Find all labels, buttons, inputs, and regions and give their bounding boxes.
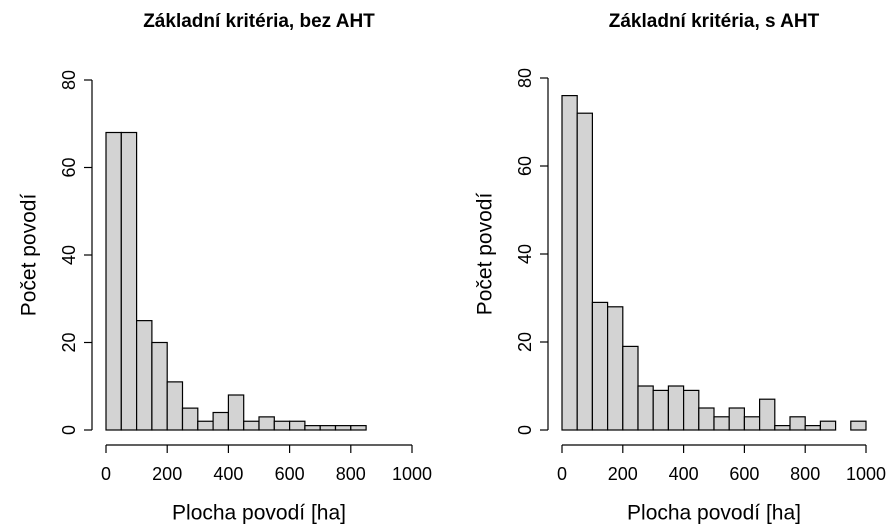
y-tick-label: 40: [59, 245, 79, 265]
bar: [212, 411, 230, 431]
bar: [304, 425, 321, 431]
x-axis-label: Plocha povodí [ha]: [172, 502, 346, 525]
bar: [637, 385, 654, 431]
bar: [561, 94, 578, 431]
bar: [622, 345, 639, 431]
bar: [682, 389, 700, 431]
bar: [136, 320, 153, 431]
bar: [243, 420, 260, 431]
y-tick-label: 0: [515, 425, 535, 435]
bar: [289, 420, 306, 431]
bar: [576, 112, 594, 431]
y-axis-label: Počet povodí: [18, 194, 41, 317]
x-tick-label: 1000: [392, 464, 432, 484]
bar: [319, 425, 337, 431]
bar: [758, 398, 776, 431]
bar: [804, 425, 822, 431]
x-tick-label: 1000: [846, 464, 886, 484]
bar: [273, 420, 291, 431]
x-tick-label: 800: [790, 464, 820, 484]
x-axis-label: Plocha povodí [ha]: [627, 502, 801, 525]
bar: [227, 394, 245, 431]
bar: [151, 341, 168, 431]
x-tick-label: 0: [101, 464, 111, 484]
bar: [789, 416, 806, 431]
y-tick-label: 60: [59, 157, 79, 177]
bar: [591, 301, 609, 431]
y-tick-label: 40: [515, 244, 535, 264]
bar: [850, 420, 867, 431]
x-tick-label: 200: [152, 464, 182, 484]
y-tick-label: 80: [59, 70, 79, 90]
chart-title: Základní kritéria, bez AHT: [143, 11, 375, 32]
y-tick-label: 20: [515, 332, 535, 352]
bar: [819, 420, 837, 431]
bar: [652, 389, 670, 431]
bar: [258, 416, 275, 431]
y-tick-label: 80: [515, 68, 535, 88]
x-tick-label: 600: [729, 464, 759, 484]
x-tick-label: 400: [213, 464, 243, 484]
y-axis-label: Počet povodí: [474, 193, 497, 316]
bar: [181, 407, 199, 431]
bar: [606, 306, 624, 431]
x-tick-label: 800: [336, 464, 366, 484]
bar: [105, 131, 122, 431]
y-tick-label: 0: [59, 425, 79, 435]
bar: [713, 416, 730, 431]
bar: [774, 425, 791, 431]
x-tick-label: 600: [275, 464, 305, 484]
x-tick-label: 0: [557, 464, 567, 484]
bar: [728, 407, 746, 431]
bar: [334, 425, 352, 431]
x-tick-label: 200: [608, 464, 638, 484]
bar: [743, 416, 761, 431]
bar: [197, 420, 214, 431]
bar: [667, 385, 685, 431]
x-tick-label: 400: [669, 464, 699, 484]
bar: [166, 381, 184, 431]
chart-title: Základní kritéria, s AHT: [609, 11, 820, 32]
bar: [698, 407, 715, 431]
bar: [120, 131, 138, 431]
y-tick-label: 20: [59, 332, 79, 352]
y-tick-label: 60: [515, 156, 535, 176]
bar: [350, 425, 367, 431]
